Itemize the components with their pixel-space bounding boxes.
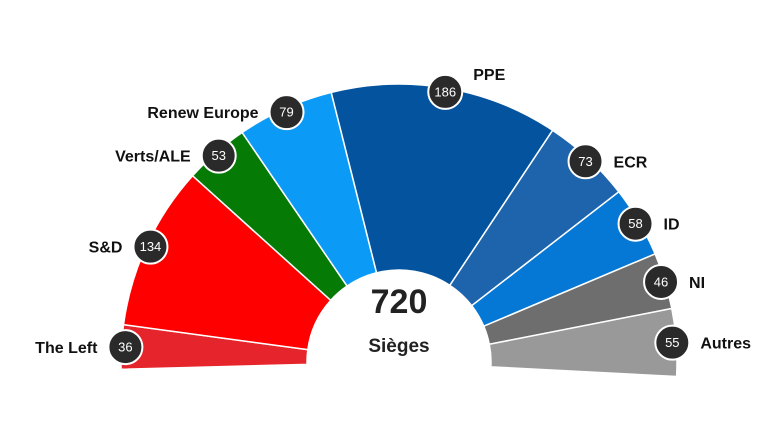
total-seats-label: Sièges	[368, 336, 429, 357]
badge-circle	[617, 205, 654, 242]
badge-value: 36	[118, 340, 132, 355]
badge-value: 79	[279, 105, 293, 120]
badge-id: 58	[617, 205, 654, 242]
badge-value: 186	[434, 84, 456, 99]
badge-circle	[567, 143, 604, 180]
label-the-left: The Left	[35, 340, 98, 357]
label-ni: NI	[689, 275, 705, 292]
badge-value: 58	[628, 216, 642, 231]
badge-value: 46	[654, 274, 668, 289]
seat-badges: 36 134 53 79 186 73 58 46 55	[107, 73, 691, 366]
badge-circle	[268, 94, 305, 131]
label-verts-ale: Verts/ALE	[115, 149, 191, 166]
segment-s-d	[122, 174, 332, 351]
badge-circle	[132, 228, 169, 265]
label-s-d: S&D	[89, 240, 123, 257]
badge-value: 134	[140, 239, 162, 254]
label-ecr: ECR	[614, 154, 648, 171]
badge-value: 53	[211, 148, 225, 163]
segment-ppe	[330, 83, 554, 287]
badge-the-left: 36	[107, 329, 144, 366]
badge-circle	[200, 137, 237, 174]
badge-value: 55	[665, 335, 679, 350]
label-renew-europe: Renew Europe	[147, 105, 258, 122]
party-labels: The Left S&D Verts/ALE Renew Europe PPE ECR ID…	[35, 67, 751, 357]
label-id: ID	[664, 217, 680, 234]
badge-circle	[107, 329, 144, 366]
label-autres: Autres	[700, 336, 751, 353]
badge-circle	[654, 324, 691, 361]
total-seats: 720	[371, 283, 428, 321]
label-ppe: PPE	[473, 67, 505, 84]
badge-renew-europe: 79	[268, 94, 305, 131]
badge-value: 73	[578, 154, 592, 169]
badge-circle	[427, 73, 464, 110]
badge-ecr: 73	[567, 143, 604, 180]
badge-autres: 55	[654, 324, 691, 361]
badge-verts-ale: 53	[200, 137, 237, 174]
seat-segments	[120, 83, 678, 378]
badge-s-d: 134	[132, 228, 169, 265]
badge-circle	[643, 263, 680, 300]
badge-ni: 46	[643, 263, 680, 300]
badge-ppe: 186	[427, 73, 464, 110]
